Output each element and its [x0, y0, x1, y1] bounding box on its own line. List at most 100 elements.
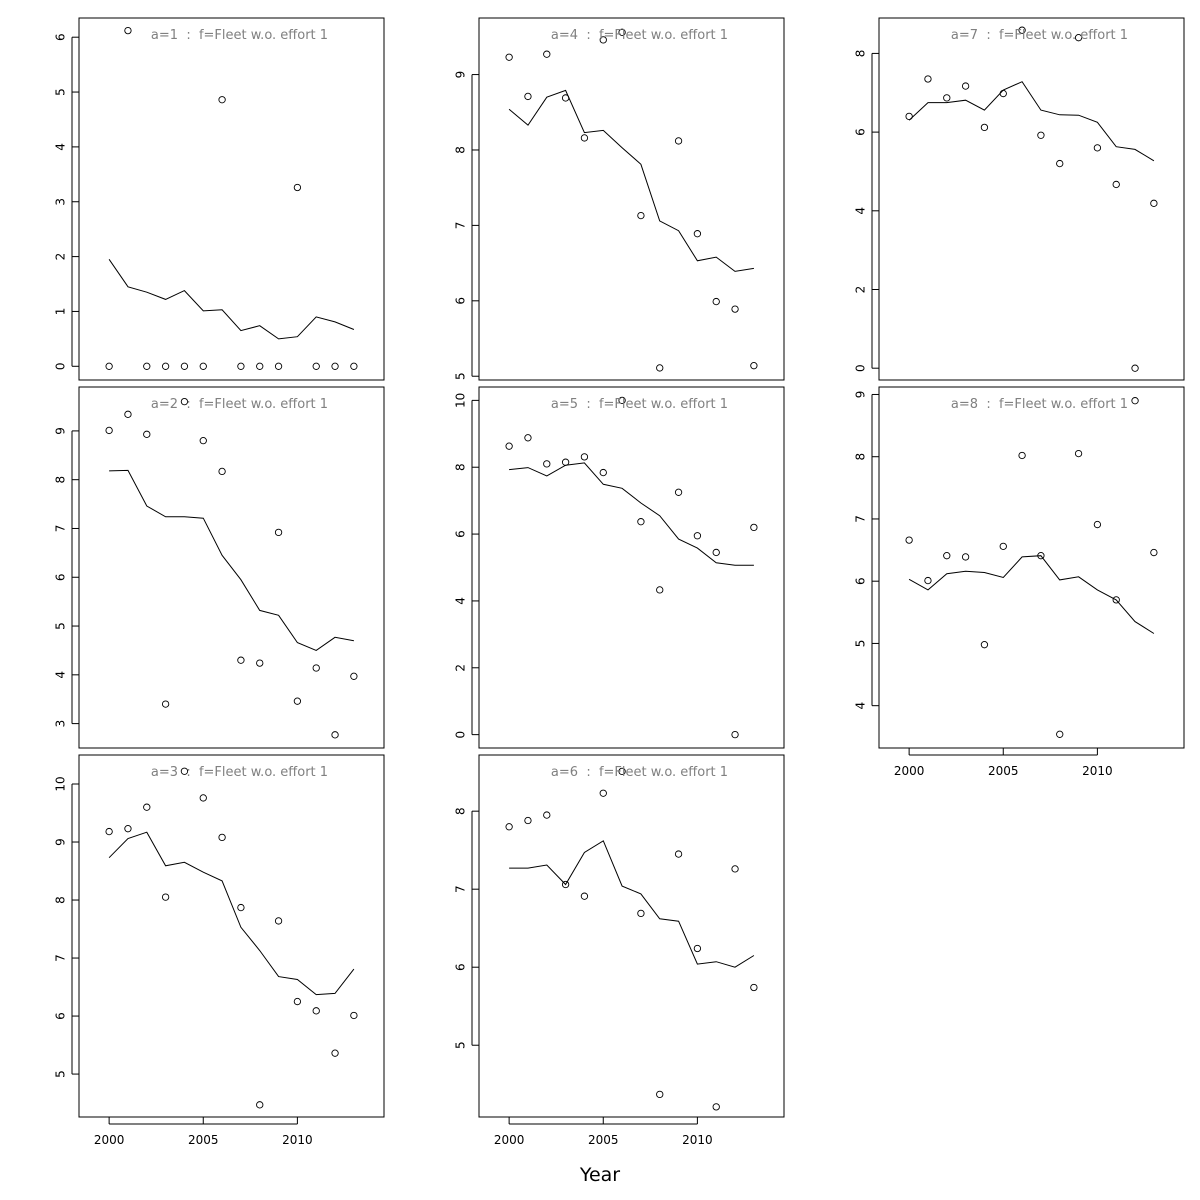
observed-point: [1150, 199, 1158, 207]
plot-frame: [878, 386, 1185, 749]
y-tick-label: 9: [454, 71, 468, 79]
y-tick-label: 5: [54, 1070, 68, 1078]
fitted-line: [109, 469, 354, 651]
observed-point: [274, 362, 283, 370]
panel-title: a=3 : f=Fleet w.o. effort 1: [151, 765, 328, 780]
observed-point: [999, 89, 1007, 98]
y-tick-label: 9: [54, 838, 68, 846]
observed-point: [1093, 520, 1102, 529]
observed-point: [143, 362, 151, 370]
y-tick-label: 8: [454, 146, 468, 154]
y-tick-label: 5: [854, 640, 868, 648]
panel-7: 0 2 4 6 8 a=7 : f=Fleet w.o. effort 1: [854, 17, 1185, 381]
observed-point: [237, 903, 245, 912]
observed-point: [580, 453, 589, 461]
observed-point: [543, 460, 551, 468]
y-tick-label: 8: [854, 50, 868, 58]
observed-point: [105, 827, 113, 836]
panel-title: a=4 : f=Fleet w.o. effort 1: [551, 28, 728, 43]
y-tick-label: 0: [854, 364, 868, 372]
observed-point: [505, 823, 513, 831]
observed-point: [218, 833, 226, 842]
observed-point: [618, 28, 626, 36]
observed-point: [750, 983, 758, 992]
observed-point: [750, 362, 758, 370]
fitted-line: [908, 81, 1155, 162]
y-tick-label: 3: [54, 198, 68, 206]
observed-point: [1056, 730, 1064, 738]
x-tick-label: 2005: [588, 1133, 619, 1147]
observed-point: [693, 230, 702, 238]
observed-point: [293, 183, 302, 192]
y-tick-label: 5: [54, 88, 68, 96]
panel-4: 5 6 7 8 9 a=4 : f=Fleet w.o. effort 1: [454, 17, 785, 381]
plot-frame: [78, 754, 385, 1118]
observed-point: [599, 36, 607, 44]
observed-point: [731, 865, 739, 873]
observed-point: [1074, 449, 1083, 458]
observed-point: [980, 123, 989, 132]
observed-point: [312, 664, 320, 672]
observed-point: [350, 672, 358, 680]
panel-title: a=8 : f=Fleet w.o. effort 1: [951, 397, 1128, 412]
y-tick-label: 4: [854, 702, 868, 710]
y-tick-label: 6: [54, 573, 68, 581]
y-tick-label: 2: [54, 253, 68, 261]
observed-point: [750, 523, 758, 532]
observed-point: [331, 731, 339, 739]
observed-point: [674, 137, 683, 145]
y-tick-label: 0: [454, 731, 468, 739]
observed-point: [143, 430, 151, 438]
y-tick-label: 6: [454, 963, 468, 971]
x-tick-label: 2000: [94, 1133, 125, 1147]
observed-point: [1131, 397, 1139, 405]
observed-point: [161, 893, 170, 901]
observed-point: [218, 467, 226, 476]
y-tick-label: 8: [454, 807, 468, 815]
observed-point: [180, 397, 189, 406]
panel-title: a=2 : f=Fleet w.o. effort 1: [151, 397, 328, 412]
y-tick-label: 1: [54, 308, 68, 316]
observed-point: [1112, 180, 1120, 189]
panel-title: a=1 : f=Fleet w.o. effort 1: [151, 28, 328, 43]
x-tick-label: 2010: [1082, 764, 1113, 778]
observed-point: [1018, 451, 1026, 460]
observed-point: [637, 518, 645, 526]
observed-point: [293, 997, 302, 1006]
observed-point: [712, 297, 720, 306]
observed-point: [580, 134, 589, 142]
y-tick-label: 7: [54, 525, 68, 533]
observed-point: [237, 656, 245, 664]
panel-8: 4 5 6 7 8 9 2000 2005 2010 a=8 : f=Fleet w.o. eff…: [854, 386, 1185, 778]
observed-point: [712, 1103, 720, 1111]
observed-point: [312, 1007, 320, 1015]
y-tick-label: 7: [454, 885, 468, 893]
observed-point: [505, 53, 513, 61]
fitted-line: [908, 555, 1155, 634]
observed-point: [961, 82, 970, 90]
observed-point: [161, 362, 170, 370]
observed-point: [1037, 131, 1045, 139]
y-tick-label: 6: [854, 577, 868, 585]
observed-point: [618, 396, 626, 405]
observed-point: [580, 892, 589, 900]
panel-2: 3 4 5 6 7 8 9 a=2 : f=Fleet w.o. effort 1: [54, 386, 385, 749]
observed-point: [731, 730, 739, 739]
y-tick-label: 4: [454, 597, 468, 605]
observed-point: [350, 1011, 358, 1020]
y-tick-label: 6: [454, 297, 468, 305]
y-tick-label: 2: [854, 286, 868, 294]
observed-point: [274, 528, 283, 537]
observed-point: [1037, 552, 1045, 560]
y-tick-label: 10: [54, 776, 68, 791]
panel-3: 5 6 7 8 9 10 2000 2005 2010 a=3 : f=Fleet w.o. ef…: [54, 754, 385, 1147]
observed-point: [674, 488, 683, 496]
plot-frame: [878, 17, 1185, 381]
y-tick-label: 10: [454, 393, 468, 408]
observed-point: [505, 442, 513, 450]
y-tick-label: 6: [54, 33, 68, 41]
observed-point: [674, 850, 683, 858]
fitted-line: [509, 840, 755, 968]
y-tick-label: 4: [54, 143, 68, 151]
